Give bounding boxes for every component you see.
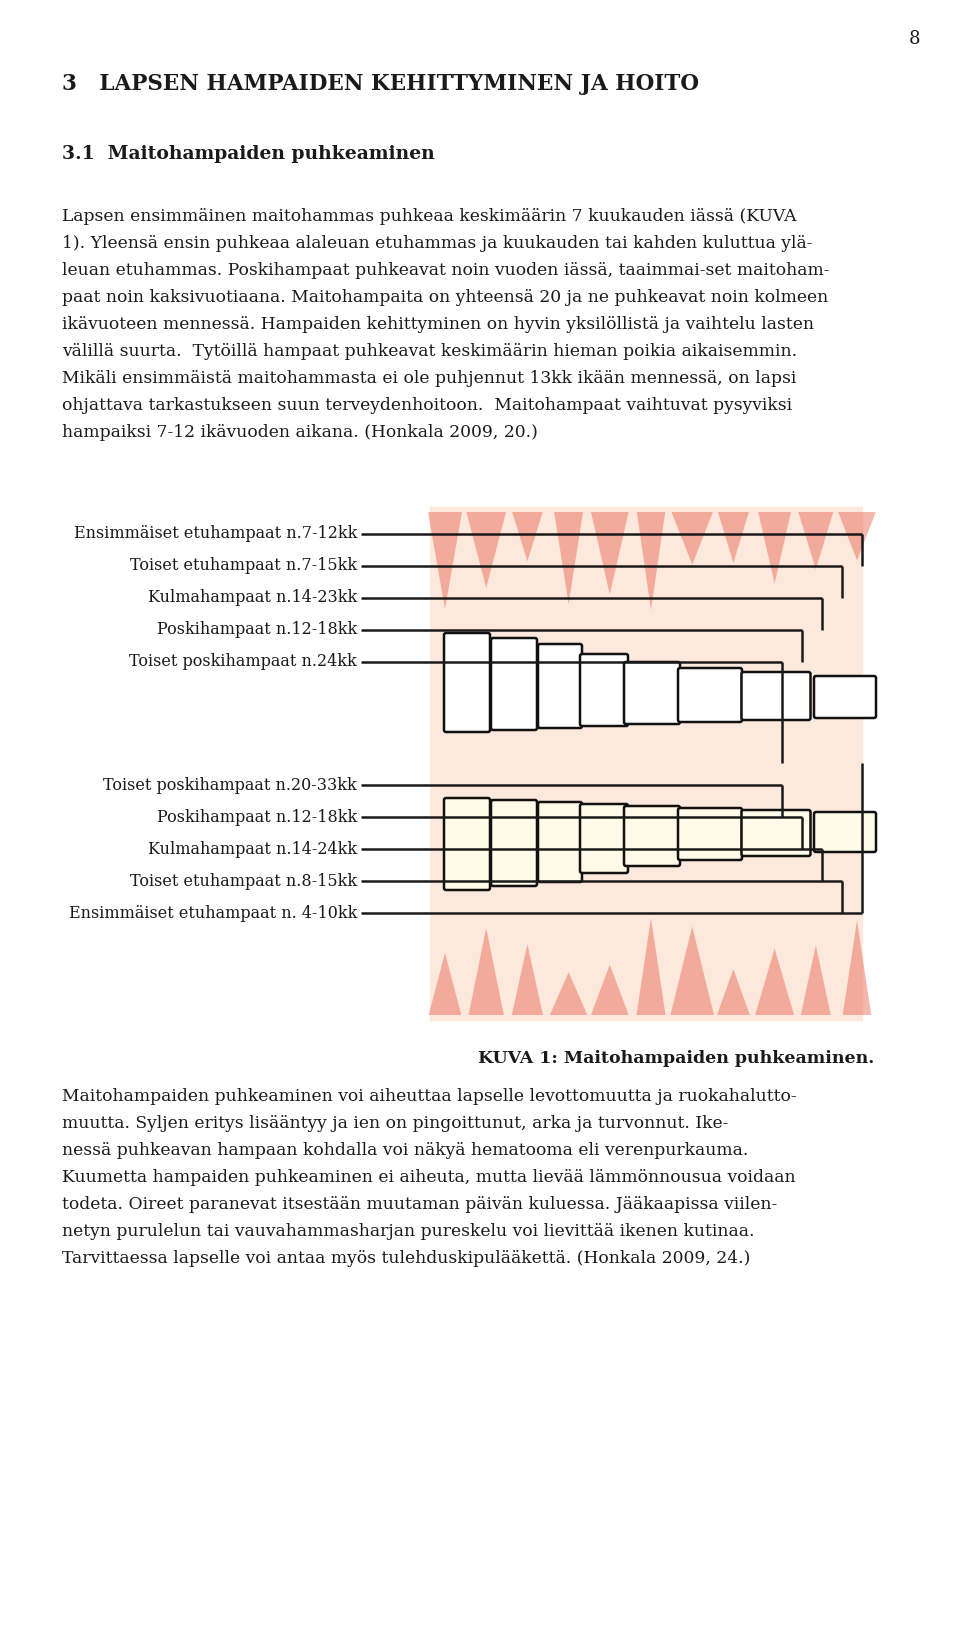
Text: 8: 8 [908,29,920,49]
Text: 3   LAPSEN HAMPAIDEN KEHITTYMINEN JA HOITO: 3 LAPSEN HAMPAIDEN KEHITTYMINEN JA HOITO [62,73,699,94]
Text: Poskihampaat n.12-18kk: Poskihampaat n.12-18kk [156,808,357,826]
Text: KUVA 1: Maitohampaiden puhkeaminen.: KUVA 1: Maitohampaiden puhkeaminen. [478,1050,875,1067]
Polygon shape [512,945,543,1015]
FancyBboxPatch shape [624,662,680,724]
Polygon shape [428,512,462,610]
Text: ikävuoteen mennessä. Hampaiden kehittyminen on hyvin yksilöllistä ja vaihtelu la: ikävuoteen mennessä. Hampaiden kehittymi… [62,315,814,333]
FancyBboxPatch shape [491,800,537,886]
Text: Lapsen ensimmäinen maitohammas puhkeaa keskimäärin 7 kuukauden iässä (KUVA: Lapsen ensimmäinen maitohammas puhkeaa k… [62,208,797,224]
Text: Toiset poskihampaat n.24kk: Toiset poskihampaat n.24kk [130,654,357,670]
Text: Kuumetta hampaiden puhkeaminen ei aiheuta, mutta lievää lämmönnousua voidaan: Kuumetta hampaiden puhkeaminen ei aiheut… [62,1169,796,1185]
Text: Toiset poskihampaat n.20-33kk: Toiset poskihampaat n.20-33kk [104,777,357,793]
FancyBboxPatch shape [814,676,876,719]
FancyBboxPatch shape [678,808,742,860]
Polygon shape [429,953,462,1015]
FancyBboxPatch shape [624,806,680,867]
Text: Tarvittaessa lapselle voi antaa myös tulehduskipulääkettä. (Honkala 2009, 24.): Tarvittaessa lapselle voi antaa myös tul… [62,1250,751,1267]
Text: välillä suurta.  Tytöillä hampaat puhkeavat keskimäärin hieman poikia aikaisemmi: välillä suurta. Tytöillä hampaat puhkeav… [62,343,797,359]
FancyBboxPatch shape [580,803,628,873]
Polygon shape [838,512,876,561]
Polygon shape [591,512,629,595]
Polygon shape [801,945,830,1015]
FancyBboxPatch shape [814,811,876,852]
FancyBboxPatch shape [444,798,490,889]
Polygon shape [636,919,665,1015]
FancyBboxPatch shape [741,672,810,720]
Polygon shape [550,972,588,1015]
Text: Mikäli ensimmäistä maitohammasta ei ole puhjennut 13kk ikään mennessä, on lapsi: Mikäli ensimmäistä maitohammasta ei ole … [62,371,797,387]
Text: Ensimmäiset etuhampaat n.7-12kk: Ensimmäiset etuhampaat n.7-12kk [74,525,357,543]
Polygon shape [756,948,794,1015]
Polygon shape [799,512,833,569]
Text: hampaiksi 7-12 ikävuoden aikana. (Honkala 2009, 20.): hampaiksi 7-12 ikävuoden aikana. (Honkal… [62,424,538,441]
Polygon shape [670,927,714,1015]
Text: Maitohampaiden puhkeaminen voi aiheuttaa lapselle levottomuutta ja ruokahalutto-: Maitohampaiden puhkeaminen voi aiheuttaa… [62,1088,797,1106]
Polygon shape [718,512,749,563]
Polygon shape [672,512,713,564]
Text: muutta. Syljen eritys lisääntyy ja ien on pingoittunut, arka ja turvonnut. Ike-: muutta. Syljen eritys lisääntyy ja ien o… [62,1115,729,1132]
Text: Kulmahampaat n.14-23kk: Kulmahampaat n.14-23kk [148,590,357,606]
FancyBboxPatch shape [741,810,810,855]
Text: paat noin kaksivuotiaana. Maitohampaita on yhteensä 20 ja ne puhkeavat noin kolm: paat noin kaksivuotiaana. Maitohampaita … [62,289,828,306]
Polygon shape [636,512,665,610]
Polygon shape [554,512,583,603]
Polygon shape [717,969,750,1015]
FancyBboxPatch shape [491,637,537,730]
Polygon shape [468,928,504,1015]
Text: 3.1  Maitohampaiden puhkeaminen: 3.1 Maitohampaiden puhkeaminen [62,145,435,163]
FancyBboxPatch shape [538,644,582,728]
Polygon shape [843,920,872,1015]
Text: Toiset etuhampaat n.7-15kk: Toiset etuhampaat n.7-15kk [130,558,357,574]
FancyBboxPatch shape [580,654,628,725]
Text: 1). Yleensä ensin puhkeaa alaleuan etuhammas ja kuukauden tai kahden kuluttua yl: 1). Yleensä ensin puhkeaa alaleuan etuha… [62,236,812,252]
Polygon shape [512,512,542,561]
Text: nessä puhkeavan hampaan kohdalla voi näkyä hematooma eli verenpurkauma.: nessä puhkeavan hampaan kohdalla voi näk… [62,1141,749,1159]
Text: todeta. Oireet paranevat itsestään muutaman päivän kuluessa. Jääkaapissa viilen-: todeta. Oireet paranevat itsestään muuta… [62,1197,778,1213]
Polygon shape [758,512,791,584]
FancyBboxPatch shape [678,668,742,722]
Text: leuan etuhammas. Poskihampaat puhkeavat noin vuoden iässä, taaimmai-set maitoham: leuan etuhammas. Poskihampaat puhkeavat … [62,262,829,280]
FancyBboxPatch shape [444,633,490,732]
Text: Poskihampaat n.12-18kk: Poskihampaat n.12-18kk [156,621,357,639]
Text: Ensimmäiset etuhampaat n. 4-10kk: Ensimmäiset etuhampaat n. 4-10kk [68,904,357,922]
Text: Toiset etuhampaat n.8-15kk: Toiset etuhampaat n.8-15kk [130,873,357,889]
Polygon shape [467,512,506,589]
Text: Kulmahampaat n.14-24kk: Kulmahampaat n.14-24kk [148,841,357,857]
Polygon shape [591,964,629,1015]
Text: ohjattava tarkastukseen suun terveydenhoitoon.  Maitohampaat vaihtuvat pysyviksi: ohjattava tarkastukseen suun terveydenho… [62,397,792,415]
Text: netyn purulelun tai vauvahammasharjan pureskelu voi lievittää ikenen kutinaa.: netyn purulelun tai vauvahammasharjan pu… [62,1223,755,1241]
FancyBboxPatch shape [538,802,582,881]
